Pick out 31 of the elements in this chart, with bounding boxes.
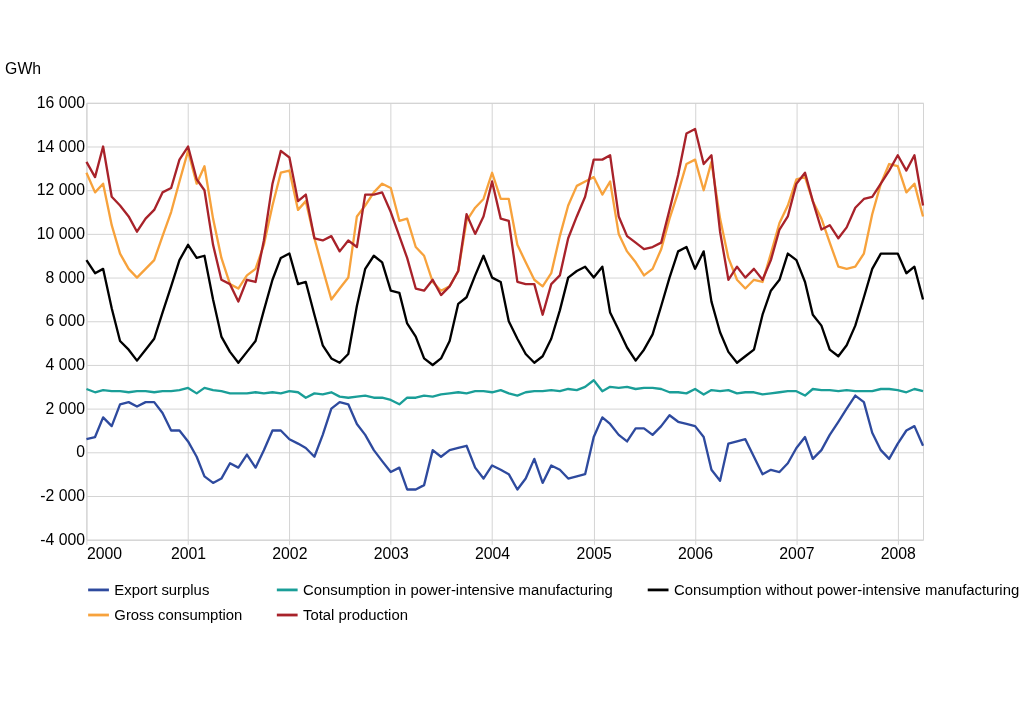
- x-tick-label: 2004: [474, 544, 511, 562]
- y-tick-label: 16 000: [36, 93, 86, 111]
- y-axis-title: GWh: [5, 59, 42, 77]
- y-tick-label: 6 000: [45, 312, 86, 330]
- y-tick-label: 14 000: [36, 137, 86, 155]
- legend-label: Consumption without power-intensive manufacturing: [673, 581, 1020, 598]
- line-series: [85, 127, 925, 316]
- y-tick-label: 4 000: [45, 356, 86, 374]
- legend-label: Consumption in power-intensive manufacturing: [303, 581, 613, 598]
- x-tick-label: 2001: [170, 544, 207, 562]
- y-tick-label: 0: [76, 443, 86, 461]
- x-tick-label: 2000: [86, 544, 123, 562]
- y-tick-label: -4 000: [40, 530, 86, 548]
- line-series: [85, 149, 925, 301]
- legend-label: Export surplus: [114, 581, 210, 598]
- line-series: [85, 394, 925, 491]
- legend-label: Total production: [303, 606, 408, 623]
- y-tick-label: -2 000: [40, 487, 86, 505]
- x-tick-label: 2006: [677, 544, 714, 562]
- y-tick-label: 2 000: [45, 399, 86, 417]
- y-tick-label: 10 000: [36, 225, 86, 243]
- x-tick-label: 2005: [576, 544, 612, 562]
- x-tick-label: 2002: [272, 544, 308, 562]
- x-tick-label: 2007: [779, 544, 815, 562]
- x-tick-label: 2003: [373, 544, 409, 562]
- line-series: [85, 243, 925, 367]
- y-tick-label: 8 000: [45, 268, 86, 286]
- y-tick-label: 12 000: [36, 181, 86, 199]
- legend-label: Gross consumption: [114, 606, 243, 623]
- line-series: [85, 379, 925, 406]
- x-tick-label: 2008: [880, 544, 917, 562]
